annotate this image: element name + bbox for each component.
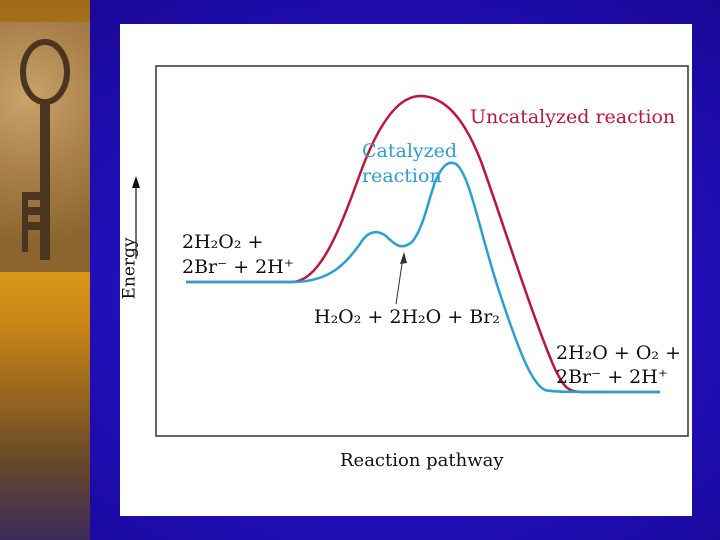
catalyzed-curve	[186, 161, 661, 394]
products-label-line1: 2H₂O + O₂ +	[556, 342, 682, 364]
intermediate-pointer-line	[395, 256, 404, 305]
energy-axis-label: Energy	[119, 237, 140, 300]
reactants-label-line2: 2Br⁻ + 2H⁺	[182, 256, 294, 278]
intermediate-pointer-arrowhead	[400, 252, 407, 264]
catalyzed-reaction-label-line2: reaction	[362, 165, 442, 187]
old-key-image	[0, 22, 90, 272]
energy-axis-arrowhead	[132, 176, 140, 188]
products-label-line2: 2Br⁻ + 2H⁺	[556, 366, 668, 388]
uncatalyzed-curve	[186, 94, 660, 394]
catalyzed-reaction-label-line1: Catalyzed	[362, 140, 458, 162]
reaction-pathway-label: Reaction pathway	[340, 450, 504, 471]
plot-frame	[155, 65, 689, 437]
uncatalyzed-reaction-label: Uncatalyzed reaction	[470, 106, 676, 128]
reactants-label-line1: 2H₂O₂ +	[182, 231, 264, 253]
diagram-panel: Energy Reaction pathway Uncatalyzed reac…	[120, 24, 692, 516]
intermediate-label: H₂O₂ + 2H₂O + Br₂	[314, 306, 500, 328]
